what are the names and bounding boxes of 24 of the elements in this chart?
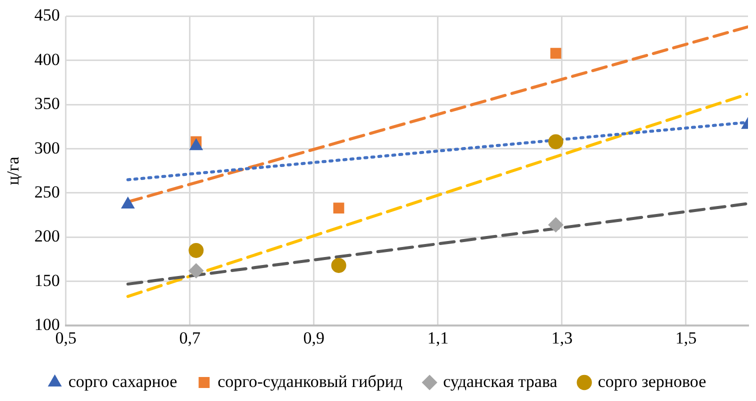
y-tick-label: 400 bbox=[34, 50, 60, 69]
x-tick-label: 1,1 bbox=[427, 328, 449, 348]
x-tick-label: 1,3 bbox=[551, 328, 573, 348]
y-tick-label: 300 bbox=[34, 138, 60, 158]
y-tick-label: 350 bbox=[34, 94, 60, 114]
x-tick-label: 0,9 bbox=[303, 328, 325, 348]
point bbox=[188, 263, 204, 278]
y-tick-label: 450 bbox=[34, 6, 60, 25]
point bbox=[548, 217, 564, 232]
y-tick-label: 150 bbox=[34, 270, 60, 290]
legend-label: суданская трава bbox=[443, 372, 558, 391]
y-tick-label: 250 bbox=[34, 182, 60, 202]
point bbox=[550, 48, 562, 59]
point bbox=[188, 242, 204, 258]
x-tick-label: 0,7 bbox=[179, 328, 202, 348]
point bbox=[548, 134, 564, 150]
point bbox=[331, 258, 346, 273]
legend-label: сорго-суданковый гибрид bbox=[218, 372, 403, 391]
x-tick-label: 1,5 bbox=[675, 328, 697, 348]
legend-label: сорго зерновое bbox=[598, 372, 706, 391]
point bbox=[333, 202, 344, 214]
legend-label: сорго сахарное bbox=[68, 372, 178, 391]
y-tick-label: 200 bbox=[34, 226, 60, 246]
y-axis-title: ц/га bbox=[4, 156, 23, 186]
